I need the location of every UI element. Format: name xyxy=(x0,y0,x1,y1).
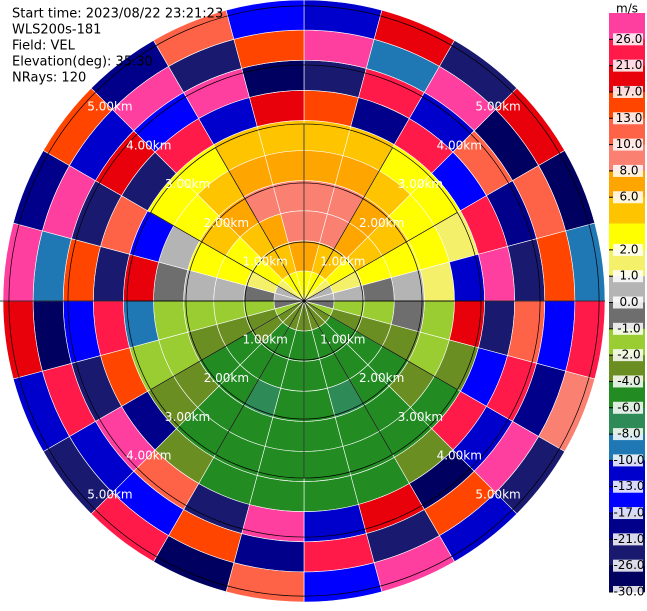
tick-label-bg xyxy=(613,112,643,125)
range-label: 3.00km xyxy=(398,177,443,191)
range-label: 5.00km xyxy=(475,488,520,502)
colorbar-tick-label: 17.0 xyxy=(616,84,643,98)
range-label: 4.00km xyxy=(437,138,482,152)
spoke xyxy=(150,212,305,302)
gate xyxy=(225,0,305,40)
info-line: NRays: 120 xyxy=(12,71,86,86)
range-label: 3.00km xyxy=(165,177,210,191)
colorbar-tick-label: -8.0 xyxy=(617,427,640,441)
tick-label-bg xyxy=(613,533,643,546)
tick-label-bg xyxy=(613,270,643,283)
colorbar: m/s 26.0 21.0 17.0 13.0 10.0 8.0 6.0 2.0 1.0 0.0 -1… xyxy=(609,2,645,599)
spoke xyxy=(303,212,458,302)
colorbar-tick-label: -13.0 xyxy=(613,479,644,493)
spoke xyxy=(215,300,305,455)
range-ring xyxy=(126,123,482,479)
range-label: 1.00km xyxy=(320,332,365,346)
tick-label-bg xyxy=(613,243,643,256)
colorbar-tick-label: -17.0 xyxy=(613,506,644,520)
colorbar-tick-label: -1.0 xyxy=(617,321,640,335)
colorbar-tick-label: -4.0 xyxy=(617,374,640,388)
tick-label-bg xyxy=(613,401,643,414)
tick-label-bg xyxy=(613,349,643,362)
overlay: 1.00km 1.00km 1.00km 1.00km 2.00km 2.00km 2.00… xyxy=(0,5,605,597)
tick-label-bg xyxy=(613,85,643,98)
range-ring xyxy=(8,5,600,597)
range-ring xyxy=(244,241,364,361)
range-label: 3.00km xyxy=(398,410,443,424)
colorbar-tick-label: -26.0 xyxy=(613,558,644,572)
colorbar-tick-label: -30.0 xyxy=(613,585,644,599)
range-label: 4.00km xyxy=(126,449,171,463)
colorbar-tick-label: 8.0 xyxy=(619,163,638,177)
info-block: Start time: 2023/08/22 23:21:23WLS200s-1… xyxy=(12,7,223,86)
tick-label-bg xyxy=(613,559,643,572)
range-ring xyxy=(185,182,423,420)
tick-label-bg xyxy=(613,164,643,177)
colorbar-tick-label: -2.0 xyxy=(617,348,640,362)
colorbar-tick-label: -6.0 xyxy=(617,400,640,414)
colorbar-tick-label: -21.0 xyxy=(613,532,644,546)
range-label: 5.00km xyxy=(87,99,132,113)
colorbar-tick-label: 2.0 xyxy=(619,242,638,256)
tick-label-bg xyxy=(613,191,643,204)
tick-label-bg xyxy=(613,586,643,598)
range-label: 2.00km xyxy=(204,371,249,385)
range-label: 4.00km xyxy=(437,449,482,463)
tick-label-bg xyxy=(613,428,643,441)
range-label: 1.00km xyxy=(243,255,288,269)
info-line: Start time: 2023/08/22 23:21:23 xyxy=(12,7,223,22)
range-label: 2.00km xyxy=(204,216,249,230)
tick-label-bg xyxy=(613,480,643,493)
range-ring xyxy=(67,64,541,538)
colorbar-tick-label: 0.0 xyxy=(619,295,638,309)
info-line: Field: VEL xyxy=(12,39,76,54)
colorbar-title: m/s xyxy=(616,2,638,16)
spoke xyxy=(150,300,305,390)
range-label: 5.00km xyxy=(87,488,132,502)
range-label: 1.00km xyxy=(320,255,365,269)
tick-label-bg xyxy=(613,138,643,151)
range-label: 1.00km xyxy=(243,332,288,346)
info-line: Elevation(deg): 35.30 xyxy=(12,55,153,70)
info-line: WLS200s-181 xyxy=(12,23,101,38)
tick-label-bg xyxy=(613,33,643,46)
range-label: 3.00km xyxy=(165,410,210,424)
ppi-field xyxy=(2,0,606,603)
spoke xyxy=(303,300,393,455)
tick-label-bg xyxy=(613,454,643,467)
colorbar-tick-label: 10.0 xyxy=(616,137,643,151)
tick-label-bg xyxy=(613,59,643,72)
tick-label-bg xyxy=(613,375,643,388)
colorbar-tick-label: 21.0 xyxy=(616,58,643,72)
range-label: 2.00km xyxy=(359,216,404,230)
colorbar-tick-label: 13.0 xyxy=(616,111,643,125)
colorbar-tick-label: 26.0 xyxy=(616,32,643,46)
spoke xyxy=(215,147,305,302)
colorbar-tick-label: 6.0 xyxy=(619,190,638,204)
spoke xyxy=(303,147,393,302)
range-label: 5.00km xyxy=(475,99,520,113)
colorbar-tick-label: 1.0 xyxy=(619,269,638,283)
tick-label-bg xyxy=(613,507,643,520)
colorbar-tick-label: -10.0 xyxy=(613,453,644,467)
spoke xyxy=(303,300,458,390)
tick-label-bg xyxy=(613,322,643,335)
tick-label-bg xyxy=(613,296,643,309)
range-label: 2.00km xyxy=(359,371,404,385)
range-label: 4.00km xyxy=(126,138,171,152)
